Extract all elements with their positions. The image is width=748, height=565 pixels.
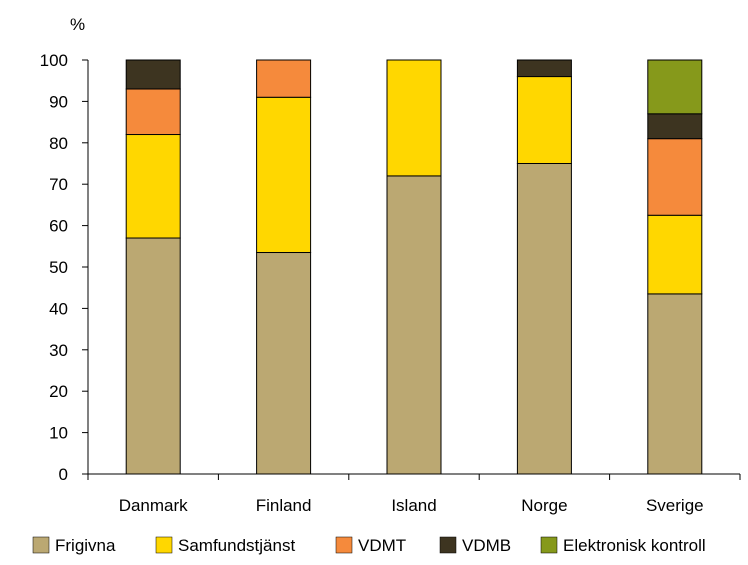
x-tick-label-norge: Norge [521,496,567,515]
bar-sverige-elektronisk-kontroll [647,59,703,115]
legend-label-elektronisk-kontroll: Elektronisk kontroll [563,536,706,555]
y-tick-label: 60 [49,217,68,236]
bar-danmark-samfundstjänst [125,134,181,239]
x-tick-label-finland: Finland [256,496,312,515]
bar-island-frigivna [386,175,442,475]
y-tick-label: 70 [49,175,68,194]
bar-finland-vdmt [256,59,312,98]
bars-group [125,59,703,475]
bar-norge-frigivna [516,163,572,475]
bar-finland-frigivna [256,252,312,475]
y-tick-label: 90 [49,92,68,111]
legend-swatch-elektronisk-kontroll [540,536,558,554]
y-tick-label: 50 [49,258,68,277]
bar-finland-samfundstjänst [256,96,312,254]
legend-swatch-vdmb [439,536,457,554]
x-tick-label-sverige: Sverige [646,496,704,515]
legend-label-vdmb: VDMB [462,536,511,555]
y-tick-label: 10 [49,424,68,443]
legend-label-samfundstjänst: Samfundstjänst [178,536,295,555]
y-unit-label: % [70,15,85,34]
bar-sverige-frigivna [647,293,703,475]
legend-label-frigivna: Frigivna [55,536,116,555]
bar-danmark-vdmb [125,59,181,90]
bar-norge-vdmb [516,59,572,78]
y-tick-label: 20 [49,382,68,401]
x-ticks-group: Danmark Finland Island Norge Sverige [87,474,741,515]
legend: Frigivna Samfundstjänst VDMT VDMB Elektronis… [32,536,706,555]
y-tick-label: 100 [40,51,68,70]
bar-sverige-samfundstjänst [647,214,703,295]
legend-swatch-vdmt [335,536,353,554]
legend-swatch-frigivna [32,536,50,554]
bar-danmark-vdmt [125,88,181,136]
bar-danmark-frigivna [125,237,181,475]
bar-sverige-vdmb [647,113,703,140]
x-tick-label-island: Island [391,496,436,515]
y-ticks-group: 0 10 20 30 40 50 60 70 80 90 100 [40,51,88,484]
bar-sverige-vdmt [647,138,703,216]
legend-swatch-samfundstjänst [155,536,173,554]
y-tick-label: 0 [59,465,68,484]
y-tick-label: 80 [49,134,68,153]
x-tick-label-danmark: Danmark [119,496,188,515]
y-tick-label: 30 [49,341,68,360]
legend-label-vdmt: VDMT [358,536,406,555]
bar-island-samfundstjänst [386,59,442,177]
y-tick-label: 40 [49,299,68,318]
bar-norge-samfundstjänst [516,76,572,164]
